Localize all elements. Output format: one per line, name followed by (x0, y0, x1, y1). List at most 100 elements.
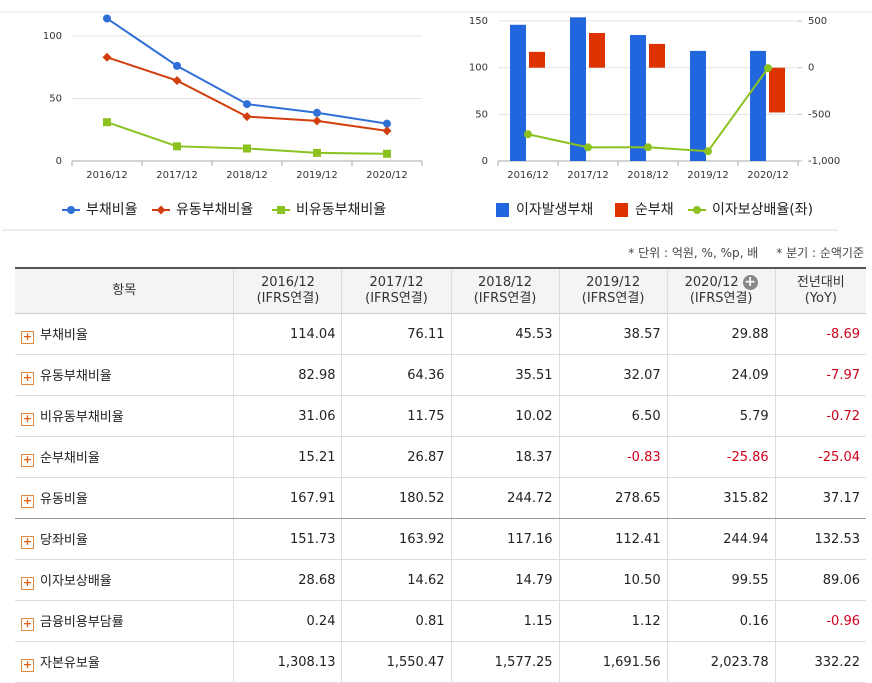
marker (313, 148, 321, 157)
marker (103, 118, 111, 127)
expand-icon[interactable]: + (21, 330, 34, 344)
value-cell: 1.12 (558, 600, 668, 642)
header-period: 2020/12 + (684, 274, 758, 290)
header-basis: (IFRS연결) (365, 291, 428, 306)
label-cell: + 당좌비율 (15, 518, 234, 560)
value-cell: -25.86 (666, 436, 776, 478)
marker (704, 147, 712, 156)
value-cell: 5.79 (666, 395, 776, 437)
value-cell: 32.07 (558, 354, 668, 396)
marker (277, 206, 285, 214)
bar (769, 67, 785, 113)
bar (750, 50, 766, 161)
expand-icon[interactable]: + (742, 274, 758, 290)
y-tick-label: 50 (49, 94, 62, 105)
legend-label: 이자보상배율(좌) (712, 202, 813, 218)
value-cell: 112.41 (558, 518, 668, 560)
line (527, 67, 769, 153)
y-tick-label: 50 (475, 109, 488, 120)
header-basis: (IFRS연결) (581, 291, 645, 306)
row-label: 유동비율 (40, 492, 88, 507)
expand-icon[interactable]: + (21, 371, 34, 385)
marker (313, 108, 321, 117)
row-label: 당좌비율 (40, 533, 88, 548)
expand-icon[interactable]: + (21, 494, 34, 508)
bar (510, 24, 526, 162)
marker (156, 205, 166, 215)
y-tick-label: 100 (43, 31, 62, 42)
header-basis: (YoY) (804, 291, 837, 306)
expand-icon[interactable]: + (21, 453, 34, 467)
header-cell: 전년대비 (YoY) (774, 267, 866, 314)
value-cell: 244.94 (666, 518, 776, 560)
value-cell: 82.98 (233, 354, 342, 396)
expand-icon[interactable]: + (21, 617, 34, 631)
value-cell: 28.68 (233, 559, 342, 601)
marker (312, 116, 322, 126)
row: + 부채비율 114.04 76.11 45.53 38.57 29.88 -8.69 (15, 313, 866, 355)
row: + 이자보상배율 28.68 14.62 14.79 10.50 99.55 89.06 (15, 559, 866, 601)
row: + 자본유보율 1,308.13 1,550.47 1,577.25 1,691.56 2,… (15, 641, 866, 683)
legend-label: 부채비율 (86, 202, 138, 218)
charts: 0 50 100 2016/12 2017/12 2018/12 2019/12 2020/1… (0, 11, 872, 231)
bar (630, 35, 646, 162)
bar (589, 32, 605, 68)
header-cell: 항목 (15, 267, 234, 314)
value-cell: 45.53 (450, 313, 560, 355)
value-cell: 1.15 (450, 600, 560, 642)
marker (103, 14, 111, 23)
y2-tick-label: 0 (808, 63, 814, 74)
marker (172, 76, 182, 86)
value-cell: 35.51 (450, 354, 560, 396)
y2-tick-label: -1,000 (808, 156, 840, 167)
marker (584, 143, 592, 152)
expand-icon[interactable]: + (21, 412, 34, 426)
value-cell: 99.55 (666, 559, 776, 601)
value-cell: 24.09 (666, 354, 776, 396)
label-cell: + 이자보상배율 (15, 559, 234, 601)
marker (243, 100, 251, 109)
legend-swatch (496, 203, 509, 217)
header-period: 2018/12 (478, 275, 533, 290)
header-cell: 2016/12 (IFRS연결) (233, 267, 342, 314)
row: + 금융비용부담률 0.24 0.81 1.15 1.12 0.16 -0.96 (15, 600, 866, 642)
expand-icon[interactable]: + (21, 576, 34, 590)
value-cell: 26.87 (341, 436, 451, 478)
header-cell: 2018/12 (IFRS연결) (450, 267, 560, 314)
y-tick-label: 0 (56, 156, 62, 167)
value-cell: -8.69 (774, 313, 866, 355)
row-label: 부채비율 (40, 328, 88, 343)
x-tick-label: 2017/12 (156, 170, 198, 181)
marker (173, 142, 181, 151)
value-cell: 244.72 (450, 477, 560, 519)
row-label: 비유동부채비율 (40, 410, 124, 425)
value-cell: 31.06 (233, 395, 342, 437)
legend-label: 유동부채비율 (176, 202, 253, 218)
value-cell: 0.24 (233, 600, 342, 642)
bar (690, 50, 706, 161)
x-tick-label: 2018/12 (627, 170, 669, 181)
value-cell: 11.75 (341, 395, 451, 437)
note: * 단위 : 억원, %, %p, 배 (628, 246, 759, 260)
value-cell: 114.04 (233, 313, 342, 355)
expand-icon[interactable]: + (21, 658, 34, 672)
value-cell: 1,691.56 (558, 641, 668, 683)
value-cell: -0.83 (558, 436, 668, 478)
label-cell: + 비유동부채비율 (15, 395, 234, 437)
x-tick-label: 2020/12 (366, 170, 408, 181)
x-tick-label: 2016/12 (86, 170, 128, 181)
value-cell: 14.79 (450, 559, 560, 601)
value-cell: 117.16 (450, 518, 560, 560)
marker (524, 130, 532, 139)
marker (383, 149, 391, 158)
label-cell: + 부채비율 (15, 313, 234, 355)
value-cell: 37.17 (774, 477, 866, 519)
marker (383, 119, 391, 128)
notes: * 단위 : 억원, %, %p, 배 * 분기 : 순액기준 (610, 244, 864, 261)
y-tick-label: 0 (482, 156, 488, 167)
value-cell: 14.62 (341, 559, 451, 601)
header-basis: (IFRS연결) (473, 291, 537, 306)
header-basis: (IFRS연결) (256, 291, 320, 306)
expand-icon[interactable]: + (21, 535, 34, 549)
